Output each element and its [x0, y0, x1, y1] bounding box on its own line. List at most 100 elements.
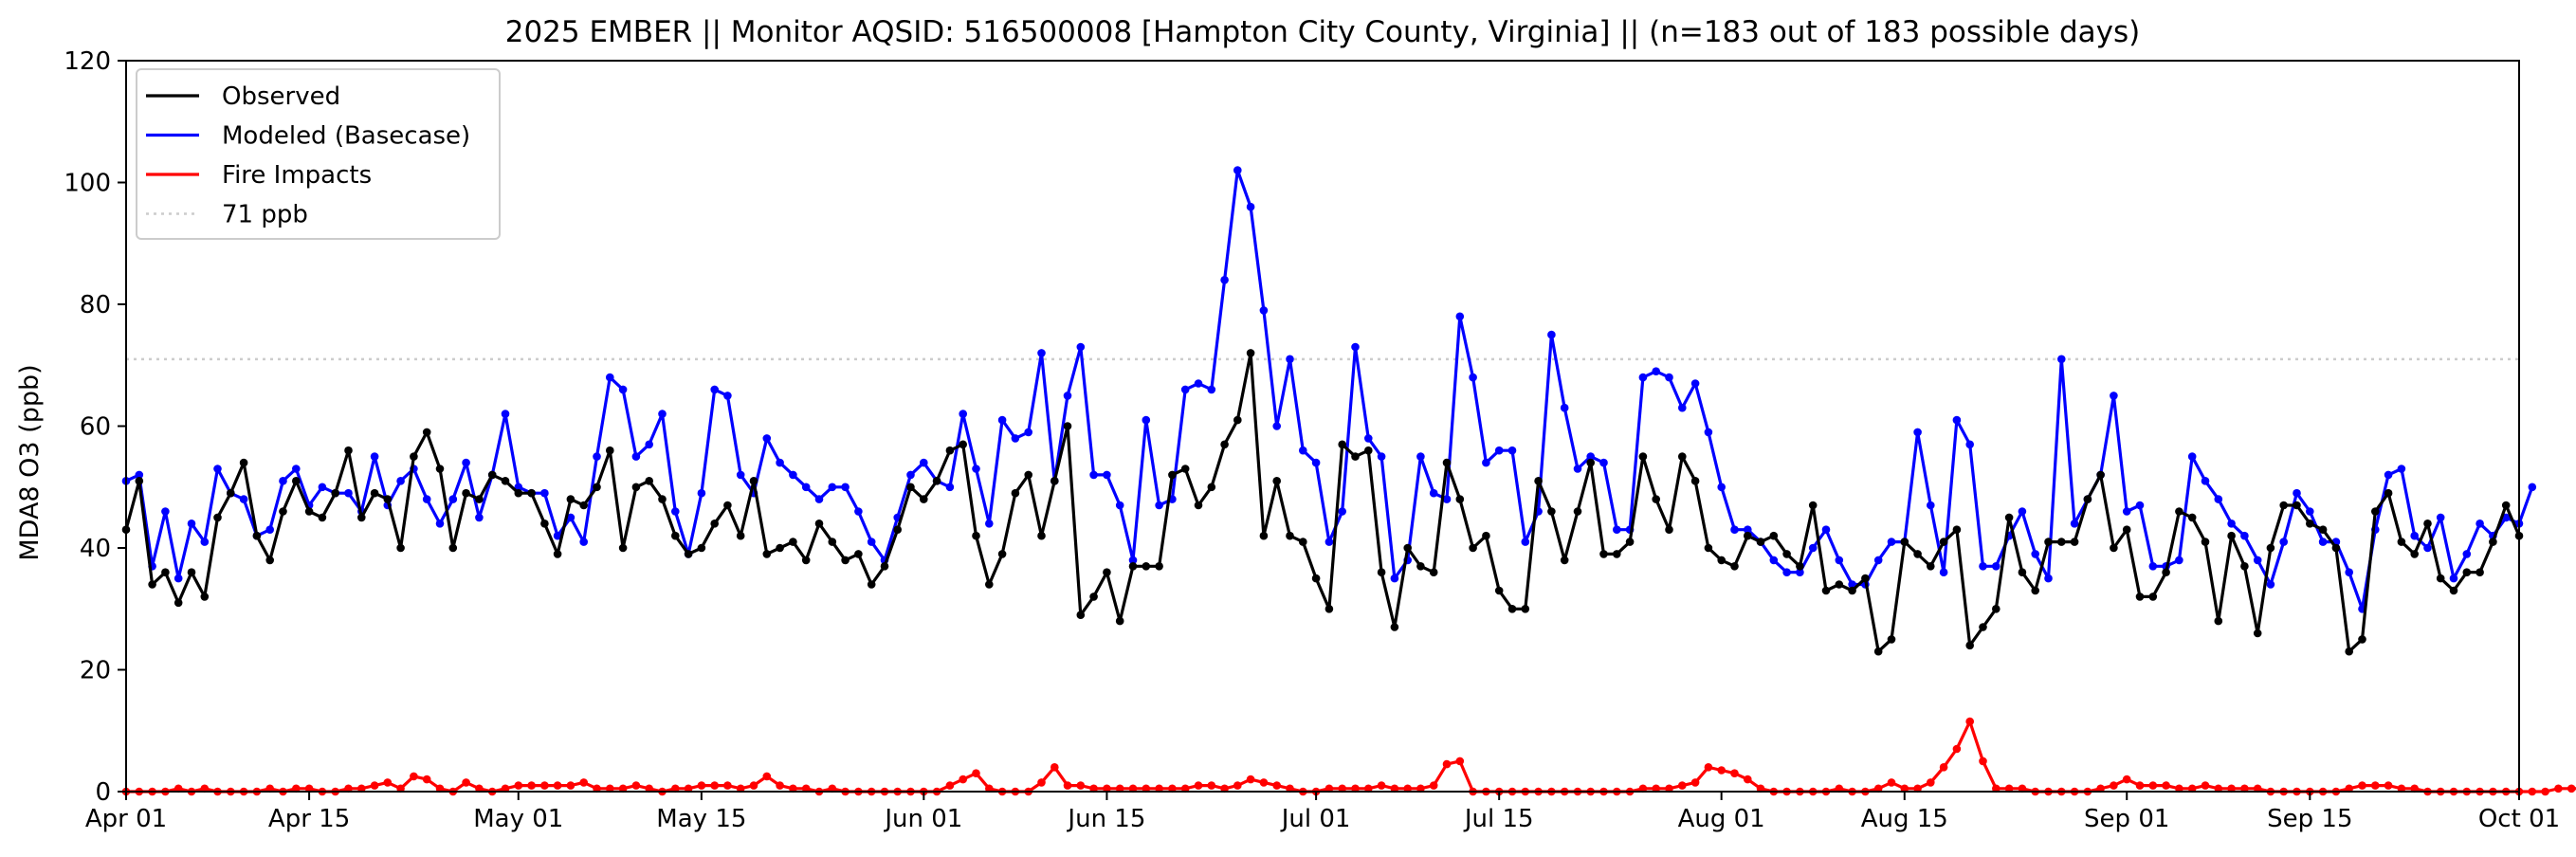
data-point-fire-impacts: [501, 784, 510, 793]
data-point-modeled-basecase: [370, 452, 379, 461]
data-point-fire-impacts: [462, 778, 470, 787]
data-point-modeled-basecase: [1338, 507, 1346, 516]
data-point-modeled-basecase: [867, 538, 876, 546]
data-point-modeled-basecase: [2306, 507, 2314, 516]
data-point-observed: [762, 550, 772, 558]
data-point-modeled-basecase: [1416, 452, 1425, 461]
data-point-fire-impacts: [1115, 784, 1124, 793]
data-point-modeled-basecase: [1782, 568, 1791, 576]
data-point-observed: [697, 543, 706, 553]
data-point-modeled-basecase: [1665, 373, 1673, 382]
data-point-observed: [2331, 543, 2341, 553]
data-point-observed: [331, 488, 340, 498]
data-point-fire-impacts: [553, 781, 562, 790]
data-point-modeled-basecase: [1429, 488, 1438, 498]
data-point-observed: [1835, 580, 1844, 589]
data-point-modeled-basecase: [1194, 379, 1203, 388]
data-point-fire-impacts: [972, 769, 980, 777]
data-point-observed: [1690, 477, 1700, 485]
data-point-observed: [920, 495, 928, 503]
data-point-observed: [318, 513, 327, 522]
data-point-modeled-basecase: [279, 477, 287, 485]
data-point-observed: [1390, 623, 1399, 631]
data-point-modeled-basecase: [1455, 312, 1465, 321]
data-point-fire-impacts: [1952, 744, 1962, 754]
data-point-observed: [514, 488, 523, 498]
data-point-modeled-basecase: [2397, 465, 2406, 473]
data-point-observed: [2449, 586, 2458, 595]
data-point-observed: [344, 446, 353, 455]
data-point-fire-impacts: [593, 784, 601, 793]
data-point-observed: [1089, 593, 1098, 601]
data-point-fire-impacts: [645, 784, 653, 793]
data-point-observed: [2057, 538, 2066, 546]
data-point-modeled-basecase: [1873, 556, 1883, 565]
data-point-observed: [710, 520, 719, 528]
data-point-observed: [723, 501, 732, 510]
data-point-fire-impacts: [1756, 784, 1765, 793]
data-point-modeled-basecase: [2266, 580, 2275, 589]
data-point-observed: [1037, 531, 1046, 540]
data-point-modeled-basecase: [1690, 379, 1700, 388]
data-point-fire-impacts: [1704, 763, 1713, 772]
data-point-observed: [527, 488, 536, 498]
data-point-modeled-basecase: [1494, 446, 1504, 455]
data-point-fire-impacts: [1403, 784, 1412, 793]
data-point-modeled-basecase: [2201, 477, 2210, 485]
data-point-modeled-basecase: [658, 410, 667, 418]
data-point-modeled-basecase: [1769, 556, 1779, 565]
data-point-observed: [2044, 538, 2053, 546]
data-point-observed: [187, 568, 196, 576]
x-tick-label: Apr 01: [85, 805, 167, 833]
data-point-observed: [2096, 470, 2105, 480]
data-point-observed: [279, 507, 287, 516]
data-point-observed: [945, 446, 955, 455]
data-point-observed: [1338, 440, 1346, 449]
data-point-observed: [1024, 470, 1032, 480]
data-point-fire-impacts: [801, 784, 811, 793]
data-point-observed: [2423, 520, 2432, 528]
data-point-fire-impacts: [304, 784, 314, 793]
data-point-observed: [435, 465, 445, 473]
data-point-observed: [540, 520, 549, 528]
data-point-modeled-basecase: [161, 507, 170, 516]
data-point-fire-impacts: [1155, 784, 1163, 793]
data-point-observed: [1207, 483, 1216, 492]
data-point-observed: [1848, 586, 1856, 595]
data-point-modeled-basecase: [1808, 543, 1818, 553]
legend-label-observed: Observed: [222, 82, 340, 111]
data-point-fire-impacts: [2148, 781, 2158, 790]
data-point-observed: [867, 580, 876, 589]
data-point-fire-impacts: [475, 784, 484, 793]
data-point-modeled-basecase: [1573, 465, 1582, 473]
data-point-observed: [2031, 586, 2039, 595]
data-point-fire-impacts: [1913, 784, 1922, 793]
data-point-observed: [422, 428, 431, 437]
data-point-modeled-basecase: [1024, 428, 1032, 437]
data-point-fire-impacts: [828, 784, 837, 793]
data-point-observed: [1730, 562, 1739, 571]
data-point-modeled-basecase: [1233, 166, 1242, 174]
data-point-modeled-basecase: [762, 434, 772, 443]
data-point-modeled-basecase: [2410, 531, 2419, 540]
data-point-modeled-basecase: [606, 373, 614, 382]
data-point-fire-impacts: [789, 784, 797, 793]
data-point-observed: [1103, 568, 1111, 576]
data-point-modeled-basecase: [187, 520, 196, 528]
data-point-observed: [1782, 550, 1791, 558]
data-point-modeled-basecase: [2436, 513, 2445, 522]
data-point-modeled-basecase: [318, 483, 327, 492]
data-point-observed: [1861, 574, 1870, 583]
data-point-modeled-basecase: [1678, 403, 1687, 412]
data-point-fire-impacts: [1089, 784, 1098, 793]
data-point-fire-impacts: [1678, 781, 1687, 790]
data-point-fire-impacts: [1037, 778, 1046, 787]
data-point-fire-impacts: [292, 784, 301, 793]
data-point-modeled-basecase: [579, 538, 588, 546]
data-point-modeled-basecase: [631, 452, 641, 461]
data-point-fire-impacts: [2528, 787, 2537, 796]
data-point-observed: [252, 531, 262, 540]
legend-frame: [136, 68, 501, 240]
x-tick-label: May 01: [473, 805, 563, 833]
data-point-modeled-basecase: [1744, 525, 1752, 534]
